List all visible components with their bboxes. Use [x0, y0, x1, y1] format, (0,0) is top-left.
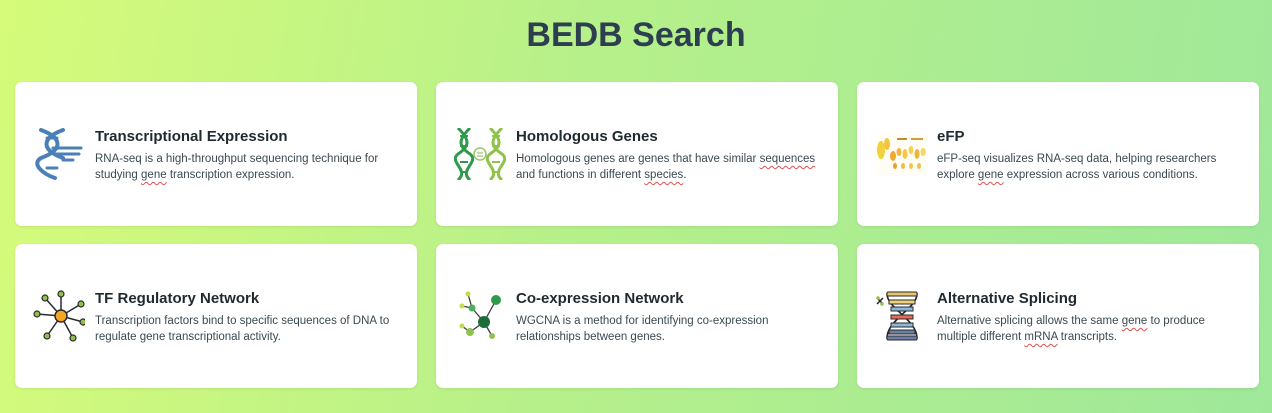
card-description: Alternative splicing allows the same gen…	[937, 315, 1205, 343]
page-title: BEDB Search	[526, 16, 746, 54]
card-title: eFP	[937, 128, 965, 145]
card-title: Transcriptional Expression	[95, 128, 288, 145]
card-efp[interactable]: eFP eFP-seq visualizes RNA-seq data, hel…	[857, 82, 1259, 226]
card-alternative-splicing[interactable]: Alternative Splicing Alternative splicin…	[857, 244, 1259, 388]
double-dna-icon	[453, 126, 507, 182]
card-tf-regulatory-network[interactable]: TF Regulatory Network Transcription fact…	[15, 244, 417, 388]
card-title: Co-expression Network	[516, 290, 684, 307]
splicing-icon	[875, 290, 927, 342]
card-title: Alternative Splicing	[937, 290, 1078, 307]
dna-helix-icon	[33, 128, 85, 180]
card-description: Homologous genes are genes that have sim…	[516, 153, 816, 181]
card-transcriptional-expression[interactable]: Transcriptional Expression RNA-seq is a …	[15, 82, 417, 226]
card-description: WGCNA is a method for identifying co-exp…	[516, 315, 769, 343]
card-homologous-genes[interactable]: Homologous Genes Homologous genes are ge…	[436, 82, 838, 226]
hub-network-icon	[33, 290, 87, 342]
graph-network-icon	[454, 290, 506, 342]
card-description: eFP-seq visualizes RNA-seq data, helping…	[937, 153, 1217, 181]
card-title: TF Regulatory Network	[95, 290, 260, 307]
card-title: Homologous Genes	[516, 128, 658, 145]
card-description: RNA-seq is a high-throughput sequencing …	[95, 153, 379, 181]
card-co-expression-network[interactable]: Co-expression Network WGCNA is a method …	[436, 244, 838, 388]
card-description: Transcription factors bind to specific s…	[95, 315, 390, 343]
efp-thumbnail-icon	[875, 128, 927, 180]
